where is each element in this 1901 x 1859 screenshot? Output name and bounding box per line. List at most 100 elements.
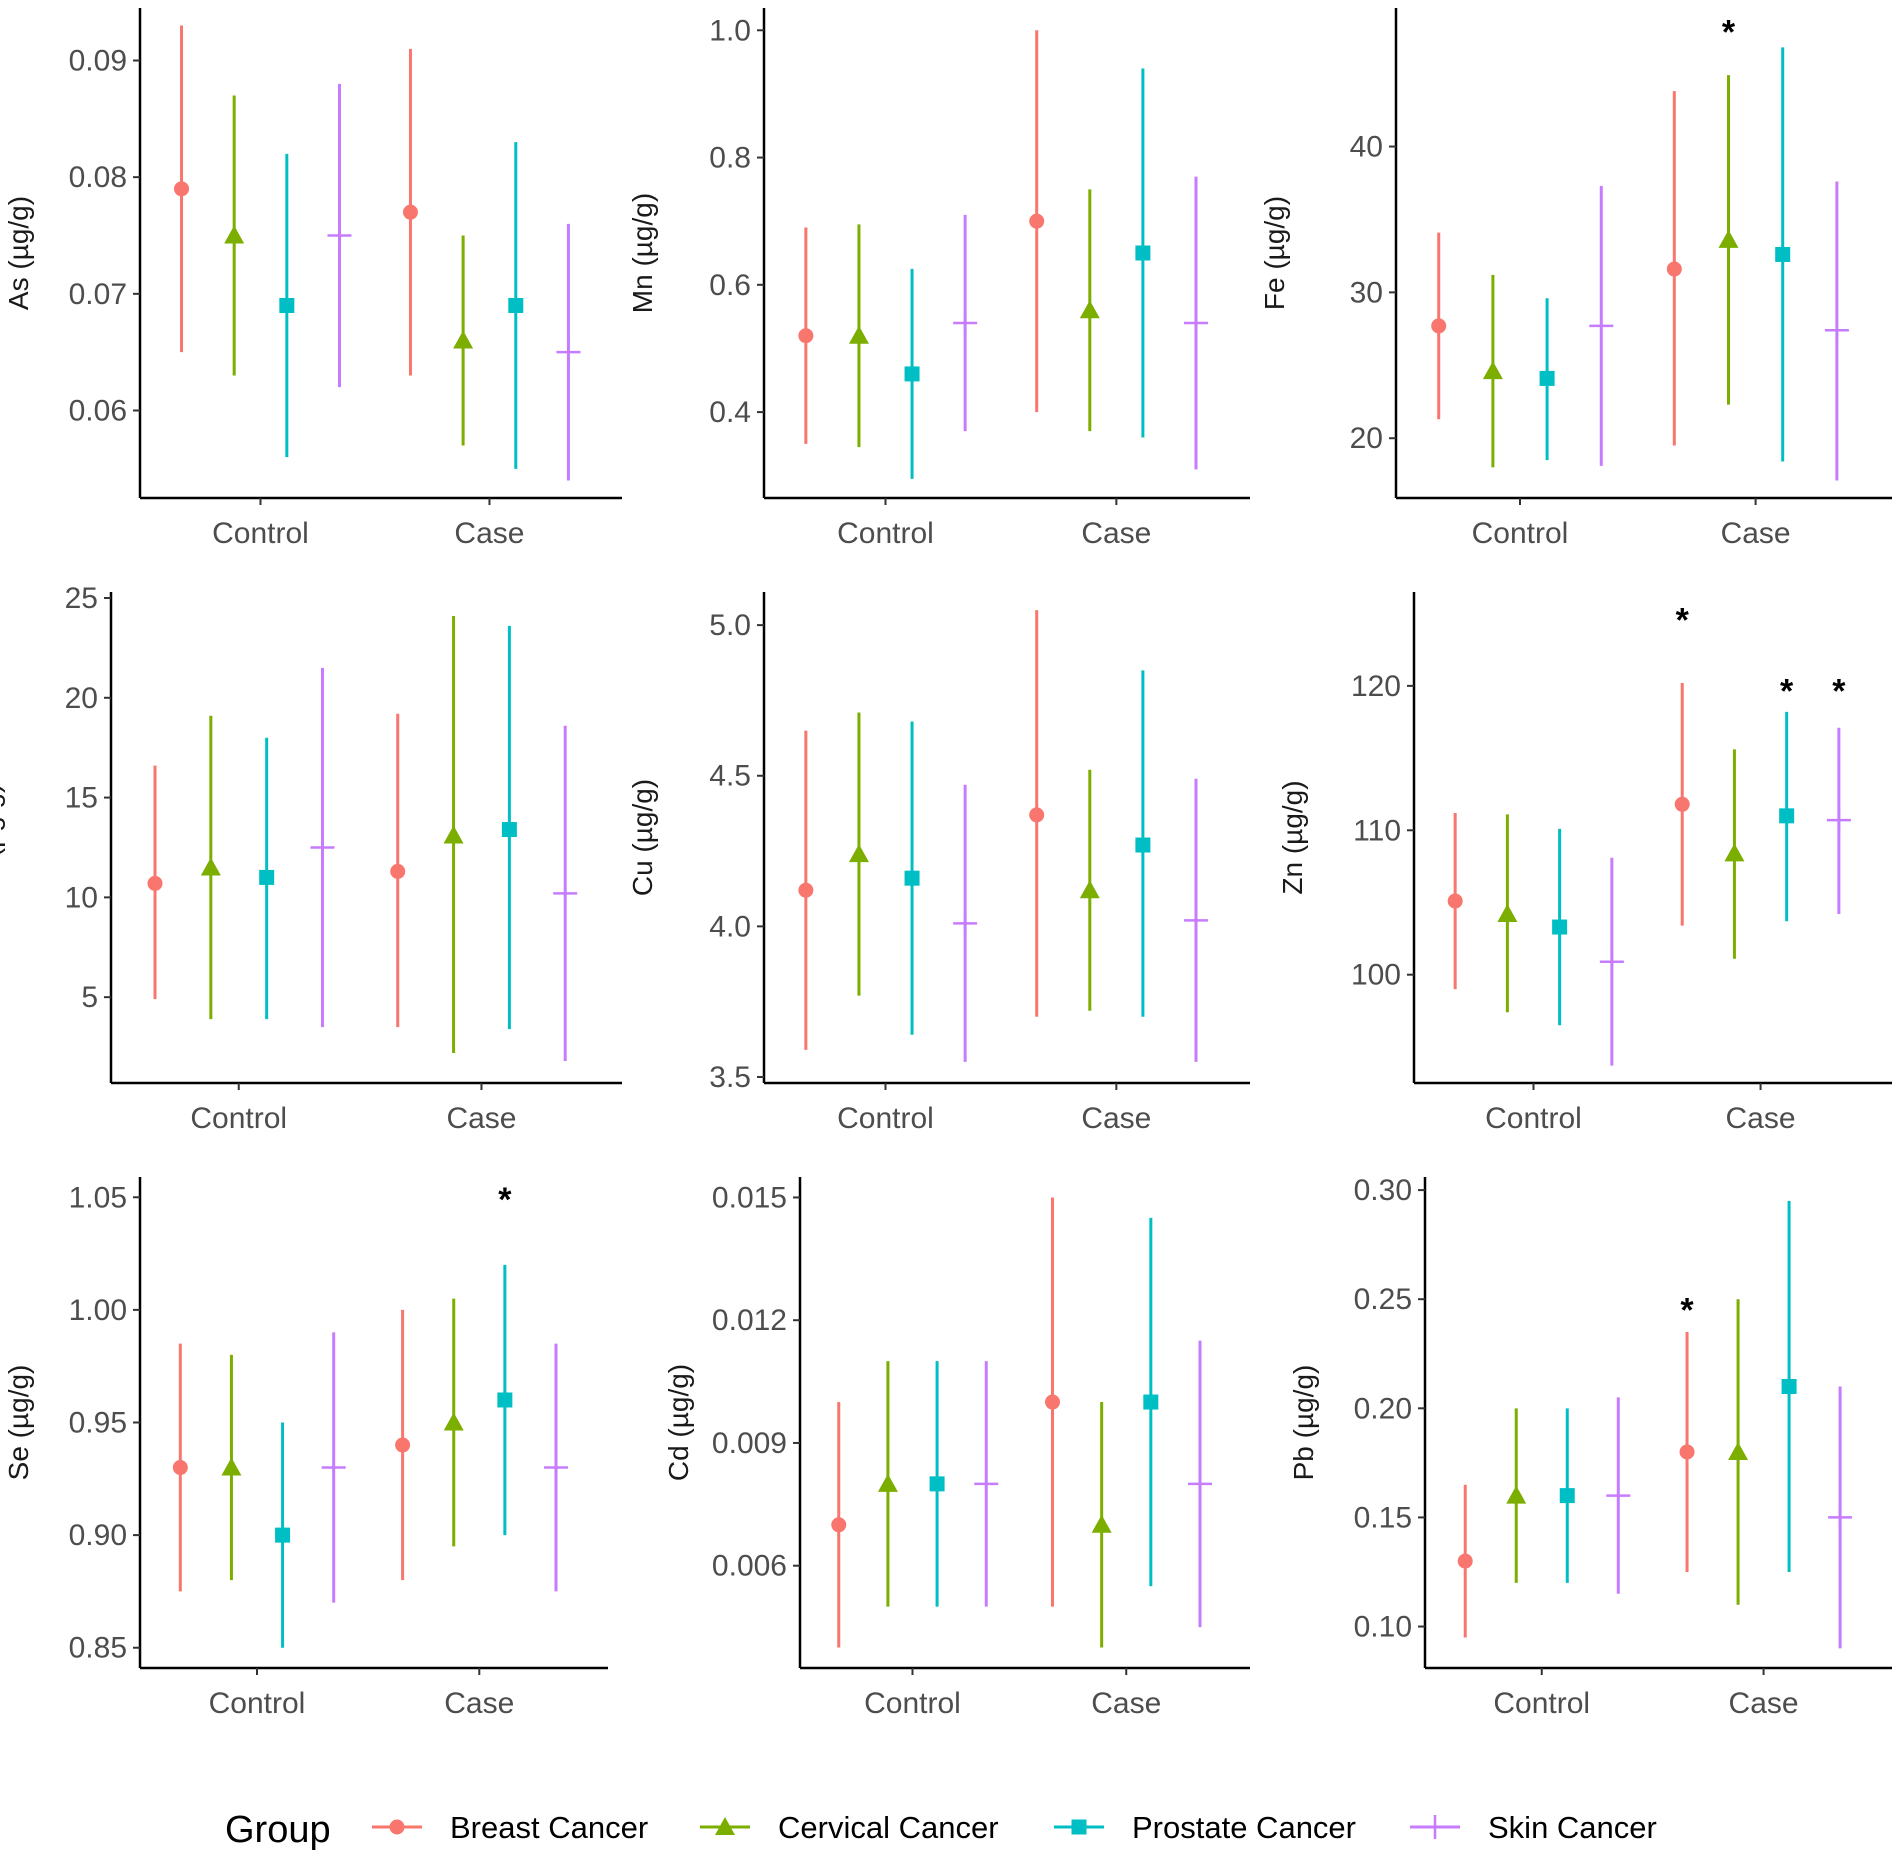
data-point (1606, 1483, 1631, 1508)
data-point (1482, 361, 1503, 380)
y-axis-title: Cu (µg/g) (627, 779, 658, 896)
data-point (848, 325, 869, 344)
series-cervical-cancer (221, 1298, 464, 1581)
x-tick-label: Case (1081, 517, 1151, 550)
data-point (798, 328, 814, 344)
data-point (1079, 300, 1100, 319)
series-breast-cancer (798, 30, 1045, 444)
y-axis-title: Se (µg/g) (3, 1365, 34, 1481)
series-prostate-cancer (1559, 1201, 1797, 1583)
data-point (443, 825, 464, 844)
y-tick-label: 3.5 (709, 1061, 751, 1094)
series-breast-cancer (1431, 91, 1682, 446)
y-tick-label: 1.05 (69, 1181, 127, 1214)
data-point (1552, 919, 1568, 935)
data-point (1826, 808, 1851, 833)
series-skin-cancer (1589, 181, 1849, 481)
x-tick-label: Case (454, 517, 524, 550)
data-point (147, 875, 163, 891)
series-breast-cancer (1457, 1331, 1695, 1638)
y-tick-label: 0.10 (1354, 1611, 1412, 1644)
x-tick-label: Control (1472, 517, 1569, 550)
legend-key-marker (1071, 1819, 1087, 1835)
x-tick-label: Case (1091, 1687, 1161, 1720)
x-tick-label: Control (190, 1102, 287, 1135)
data-point (877, 1473, 898, 1492)
data-point (321, 1455, 346, 1480)
x-tick-label: Control (837, 517, 934, 550)
series-prostate-cancer (1552, 711, 1795, 1026)
y-tick-label: 0.30 (1354, 1174, 1412, 1207)
data-point (174, 181, 190, 197)
legend-items: Breast Cancer Cervical Cancer Prostate Can… (372, 1810, 1657, 1845)
data-point (553, 881, 578, 906)
data-point (1431, 318, 1447, 334)
data-point (508, 298, 524, 313)
series-cervical-cancer (224, 95, 474, 446)
y-axis-title: Pb (µg/g) (1288, 1365, 1319, 1481)
significance-marker: * (1780, 672, 1794, 710)
data-point (1029, 213, 1045, 229)
y-tick-label: 0.09 (69, 45, 127, 78)
legend-item-cervical-cancer: Cervical Cancer (700, 1810, 999, 1845)
significance-marker: * (1722, 14, 1736, 52)
data-point (1781, 1378, 1797, 1394)
y-axis-title: Zn (µg/g) (1277, 780, 1308, 894)
data-point (1091, 1514, 1112, 1533)
series-prostate-cancer (1539, 47, 1791, 462)
data-point (1779, 808, 1795, 824)
x-tick-label: Control (1493, 1687, 1590, 1720)
legend-item-skin-cancer: Skin Cancer (1410, 1810, 1657, 1845)
data-point (224, 225, 245, 244)
data-point (1674, 796, 1690, 812)
y-tick-label: 4.5 (709, 760, 751, 793)
data-point (1497, 904, 1518, 923)
y-tick-label: 110 (1353, 814, 1401, 847)
series-skin-cancer (953, 176, 1208, 470)
data-point (402, 204, 418, 220)
y-tick-label: 30 (1350, 276, 1383, 309)
data-point (390, 863, 406, 879)
series-cervical-cancer (848, 189, 1100, 448)
data-point (1447, 893, 1463, 909)
series-breast-cancer (1447, 682, 1690, 990)
y-tick-label: 0.006 (712, 1550, 787, 1583)
y-tick-label: 100 (1351, 959, 1401, 992)
data-point (259, 869, 275, 885)
data-point (848, 844, 869, 863)
data-point (1135, 245, 1151, 261)
data-point (904, 870, 920, 886)
legend-key-marker (1423, 1815, 1447, 1839)
x-tick-label: Control (1485, 1102, 1582, 1135)
y-tick-label: 1.00 (69, 1294, 127, 1327)
y-tick-label: 0.009 (712, 1427, 787, 1460)
series-prostate-cancer (929, 1217, 1159, 1607)
data-point (953, 311, 978, 335)
data-point (1183, 311, 1208, 335)
y-axis-title: Cd (µg/g) (663, 1364, 694, 1481)
x-tick-label: Control (837, 1102, 934, 1135)
x-tick-label: Control (209, 1687, 306, 1720)
y-tick-label: 0.20 (1354, 1392, 1412, 1425)
data-point (1187, 1471, 1212, 1496)
data-point (1679, 1444, 1695, 1460)
series-prostate-cancer (259, 625, 517, 1030)
series-prostate-cancer (275, 1264, 513, 1648)
data-point (1135, 837, 1151, 853)
series-breast-cancer (174, 25, 418, 376)
x-tick-label: Case (1729, 1687, 1799, 1720)
panel-se: 0.85 0.90 0.95 1.00 1.05 Control Case Se (µg/g)… (3, 1177, 608, 1720)
data-point (310, 835, 335, 860)
data-point (1079, 880, 1100, 899)
series-breast-cancer (831, 1197, 1061, 1648)
panel-ni: 5 10 15 20 25 Control Case Ni (µg/g) (0, 582, 622, 1135)
x-tick-label: Case (1721, 517, 1791, 550)
legend-key-marker (715, 1817, 735, 1835)
legend: Group Breast Cancer Cervical Cancer Prosta… (225, 1809, 1657, 1851)
data-point (953, 911, 978, 936)
y-tick-label: 0.08 (69, 161, 127, 194)
data-point (1457, 1553, 1473, 1569)
data-point (1143, 1394, 1159, 1410)
